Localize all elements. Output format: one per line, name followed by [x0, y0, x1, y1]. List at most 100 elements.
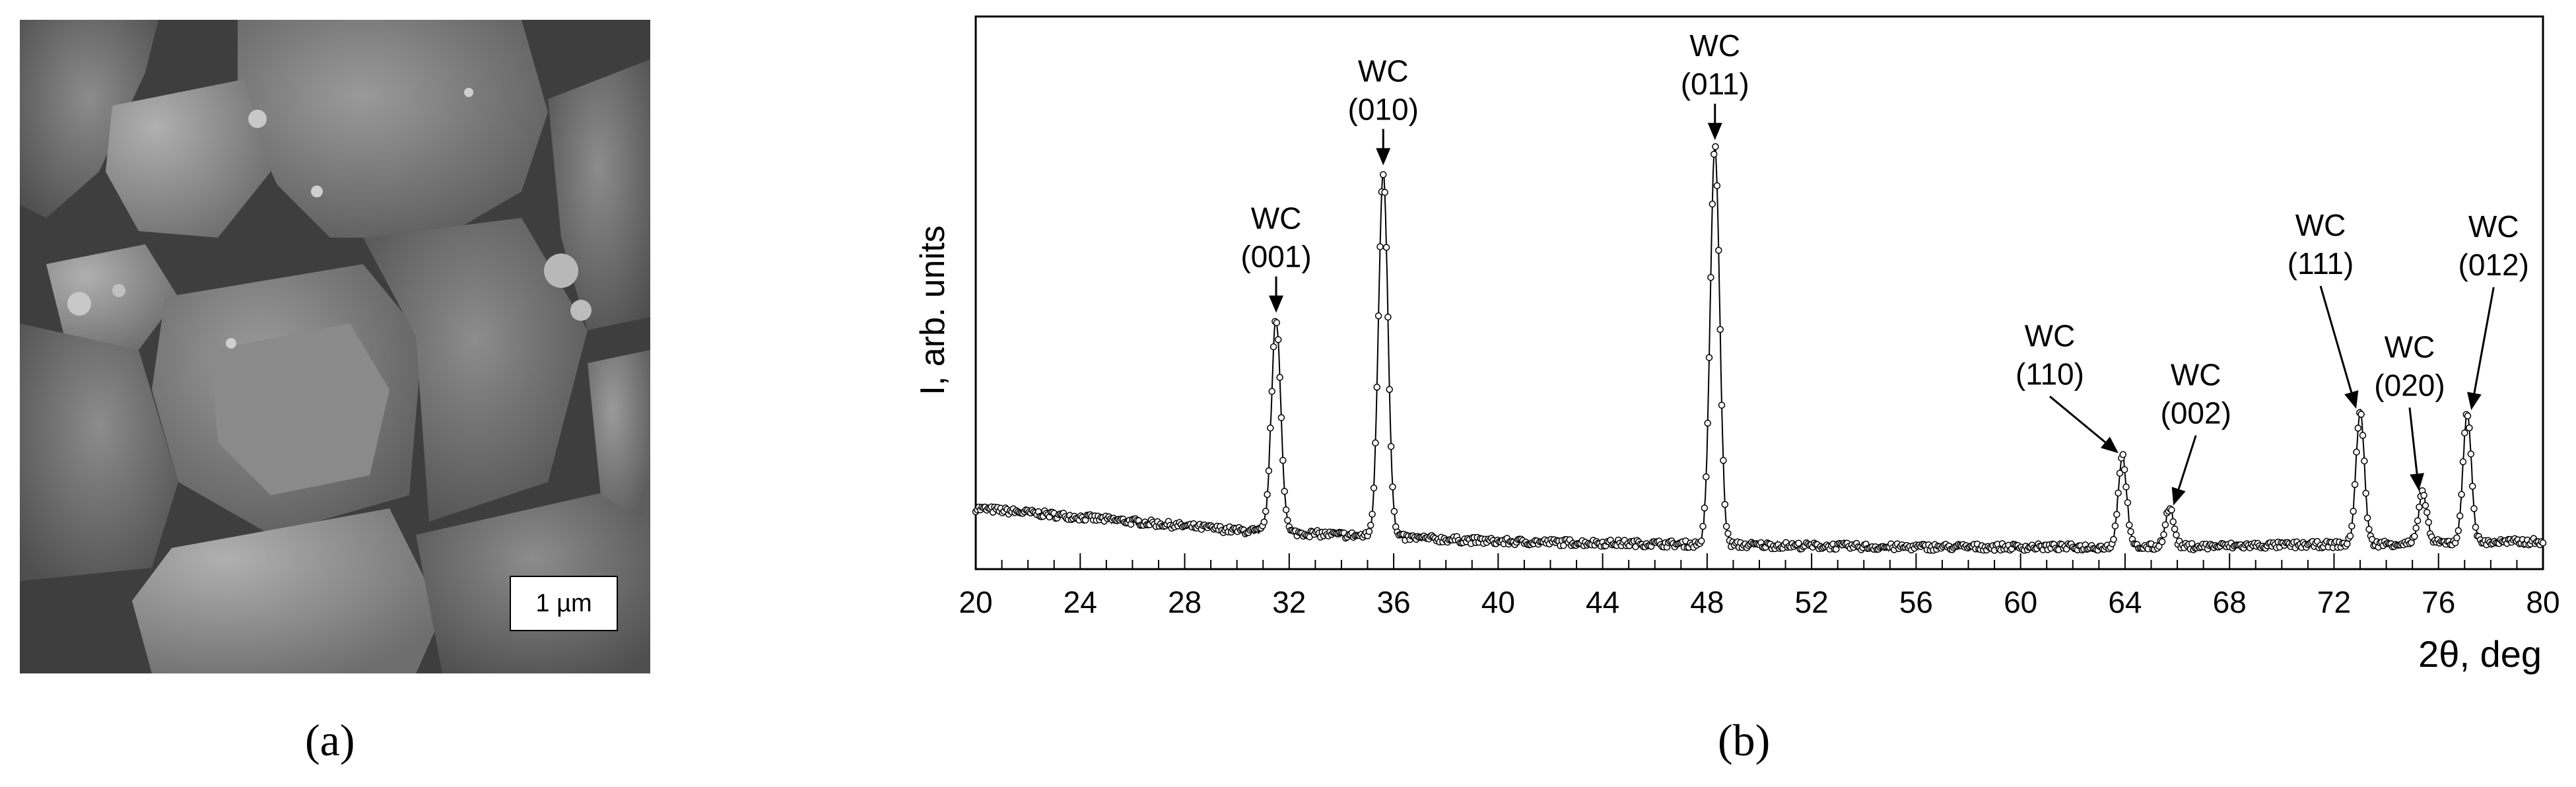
- x-tick-label: 24: [1064, 585, 1097, 619]
- data-point: [1284, 516, 1291, 524]
- annotation-arrowhead: [1376, 148, 1391, 166]
- hkl-label: (010): [1348, 92, 1419, 126]
- data-point: [1389, 483, 1396, 491]
- annotation-arrowhead: [2344, 390, 2359, 409]
- data-point: [2357, 411, 2365, 418]
- x-axis-label: 2θ, deg: [2418, 633, 2542, 675]
- data-point: [1386, 386, 1393, 394]
- data-point: [2124, 498, 2132, 506]
- data-point: [1721, 500, 1729, 508]
- data-point: [2412, 524, 2420, 531]
- annotation-arrow: [2319, 285, 2353, 393]
- data-point: [2363, 514, 2371, 522]
- data-point: [2464, 412, 2472, 420]
- data-point: [1713, 182, 1721, 189]
- data-point: [2456, 512, 2464, 520]
- annotation-arrow: [2177, 435, 2197, 490]
- data-point: [2459, 458, 2467, 465]
- y-axis-label: I, arb. units: [914, 225, 952, 395]
- data-point: [1373, 384, 1380, 391]
- data-point: [1704, 419, 1711, 427]
- hkl-label: (020): [2374, 368, 2445, 402]
- x-tick-label: 36: [1376, 585, 1410, 619]
- phase-label: WC: [1358, 53, 1409, 88]
- data-point: [2455, 527, 2462, 534]
- x-tick-label: 68: [2213, 585, 2247, 619]
- hkl-label: (001): [1240, 240, 1311, 274]
- plot-frame: [974, 15, 2544, 570]
- hkl-label: (110): [2016, 357, 2084, 391]
- data-point: [1265, 467, 1273, 475]
- data-point: [2365, 526, 2373, 533]
- data-point: [1384, 314, 1392, 321]
- data-point: [2472, 524, 2480, 531]
- hkl-label: (002): [2161, 396, 2231, 430]
- data-point: [1267, 425, 1274, 432]
- data-point: [2422, 502, 2429, 509]
- peak-annotations: WC (001) WC (010) WC (011) WC (110) WC (002) WC (11…: [1240, 28, 2529, 506]
- data-point: [1724, 530, 1732, 537]
- data-point: [2111, 522, 2119, 530]
- data-point: [2173, 531, 2180, 539]
- data-point: [1718, 401, 1726, 409]
- data-point: [1273, 319, 1281, 326]
- hkl-label: (012): [2458, 248, 2529, 282]
- data-point: [1707, 273, 1714, 281]
- x-tick-label: 64: [2108, 585, 2142, 619]
- data-point: [1699, 522, 1707, 530]
- data-point: [2362, 489, 2369, 497]
- data-point: [1370, 484, 1378, 492]
- hkl-label: (011): [1681, 67, 1749, 101]
- data-point: [2350, 508, 2357, 515]
- data-point: [2113, 510, 2120, 518]
- annotation-arrowhead: [2410, 473, 2425, 491]
- phase-label: WC: [2295, 208, 2346, 242]
- data-point: [1274, 336, 1282, 343]
- data-point: [1715, 246, 1722, 254]
- data-point: [1722, 523, 1730, 530]
- data-point: [2466, 424, 2473, 432]
- data-point: [2351, 481, 2359, 489]
- data-point: [2453, 534, 2460, 541]
- data-point: [2423, 508, 2431, 516]
- data-point: [2461, 429, 2468, 436]
- data-point: [1705, 354, 1713, 361]
- phase-label: WC: [1689, 28, 1740, 63]
- annotation-arrow: [2408, 407, 2418, 474]
- data-point: [1268, 388, 1275, 395]
- data-point: [2116, 469, 2124, 477]
- x-tick-label: 48: [1690, 585, 1724, 619]
- data-point: [2359, 432, 2367, 439]
- x-tick-label: 44: [1586, 585, 1619, 619]
- data-point: [2120, 466, 2128, 473]
- data-point: [2126, 522, 2133, 529]
- data-point: [2188, 539, 2196, 547]
- data-point: [1367, 522, 1374, 529]
- data-point: [1379, 171, 1387, 178]
- data-point: [2169, 518, 2177, 526]
- data-point: [2468, 483, 2476, 490]
- annotation-arrowhead: [2467, 392, 2482, 411]
- hkl-label: (111): [2288, 246, 2354, 281]
- data-point: [2346, 532, 2354, 540]
- data-point: [1260, 518, 1268, 526]
- data-point: [1720, 457, 1727, 464]
- data-point: [2425, 518, 2432, 526]
- diffraction-markers: [972, 143, 2547, 554]
- data-point: [2470, 505, 2478, 512]
- x-tick-label: 28: [1168, 585, 1202, 619]
- x-tick-label: 32: [1272, 585, 1306, 619]
- data-point: [1281, 487, 1288, 495]
- data-point: [2110, 535, 2117, 543]
- annotation-arrowhead: [1269, 295, 1284, 313]
- data-point: [2467, 450, 2475, 458]
- phase-label: WC: [1251, 201, 1302, 236]
- data-point: [2348, 522, 2356, 530]
- data-point: [2411, 533, 2418, 540]
- data-point: [1372, 439, 1379, 447]
- x-tick-label: 20: [959, 585, 992, 619]
- data-point: [2354, 425, 2362, 432]
- annotation-arrow: [2049, 395, 2106, 444]
- phase-label: WC: [2025, 318, 2076, 353]
- data-point: [2119, 451, 2127, 458]
